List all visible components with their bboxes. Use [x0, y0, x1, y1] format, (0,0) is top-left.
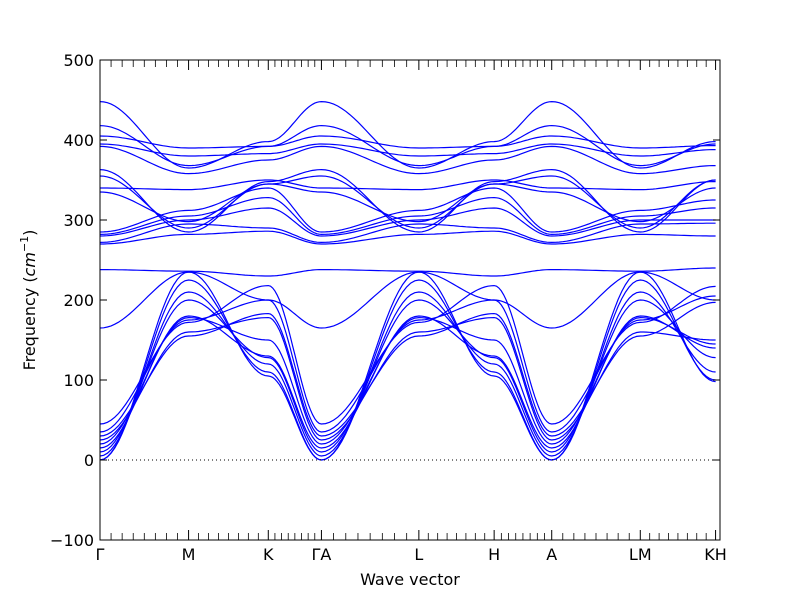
- x-tick-label-2: K: [263, 545, 274, 564]
- y-ticks: −100 0 100 200 300 400 500: [50, 51, 720, 550]
- band-line-20: [99, 175, 716, 229]
- band-line-10: [99, 284, 716, 425]
- y-tick-label-4: 300: [63, 211, 94, 230]
- band-line-8: [99, 301, 716, 437]
- y-tick-label-3: 200: [63, 291, 94, 310]
- x-axis-label: Wave vector: [360, 570, 460, 589]
- x-tick-label-1: M: [182, 545, 196, 564]
- band-line-19: [100, 179, 716, 191]
- band-line-24: [99, 135, 716, 149]
- band-line-6: [99, 316, 716, 445]
- band-line-14: [99, 222, 716, 244]
- band-line-18: [99, 183, 716, 223]
- band-line-25: [99, 124, 716, 167]
- y-tick-label-0: −100: [50, 531, 94, 550]
- x-tick-label-4: L: [414, 545, 423, 564]
- y-tick-label-6: 500: [63, 51, 94, 70]
- band-line-2: [99, 279, 716, 461]
- y-axis-label: Frequency (cm−1): [18, 230, 39, 371]
- band-line-13: [100, 230, 716, 245]
- y-axis-label-suffix: ): [20, 230, 39, 236]
- band-line-23: [99, 143, 716, 157]
- band-line-7: [99, 316, 716, 441]
- band-line-16: [99, 196, 716, 236]
- y-axis-label-exp: −1: [18, 236, 31, 252]
- band-line-11: [99, 271, 716, 329]
- band-line-26: [99, 100, 716, 169]
- y-tick-label-1: 0: [84, 451, 94, 470]
- y-axis-label-unit: cm: [20, 252, 39, 276]
- band-line-4: [99, 299, 716, 453]
- x-tick-label-8: KH: [704, 545, 727, 564]
- x-minor-ticks: [110, 60, 707, 540]
- x-tick-label-3: ΓA: [311, 545, 331, 564]
- x-tick-label-0: Γ: [96, 545, 105, 564]
- x-tick-label-7: LM: [629, 545, 652, 564]
- band-line-12: [100, 267, 716, 277]
- band-line-22: [99, 145, 716, 175]
- y-tick-label-5: 400: [63, 131, 94, 150]
- x-tick-label-5: H: [488, 545, 500, 564]
- band-line-3: [99, 291, 716, 457]
- y-tick-label-2: 100: [63, 371, 94, 390]
- series-lines: [99, 100, 716, 461]
- y-axis-label-prefix: Frequency (: [20, 276, 39, 370]
- band-line-21: [99, 168, 716, 233]
- x-ticks: Γ M K ΓA L H A LM KH: [96, 60, 727, 564]
- x-tick-label-6: A: [546, 545, 557, 564]
